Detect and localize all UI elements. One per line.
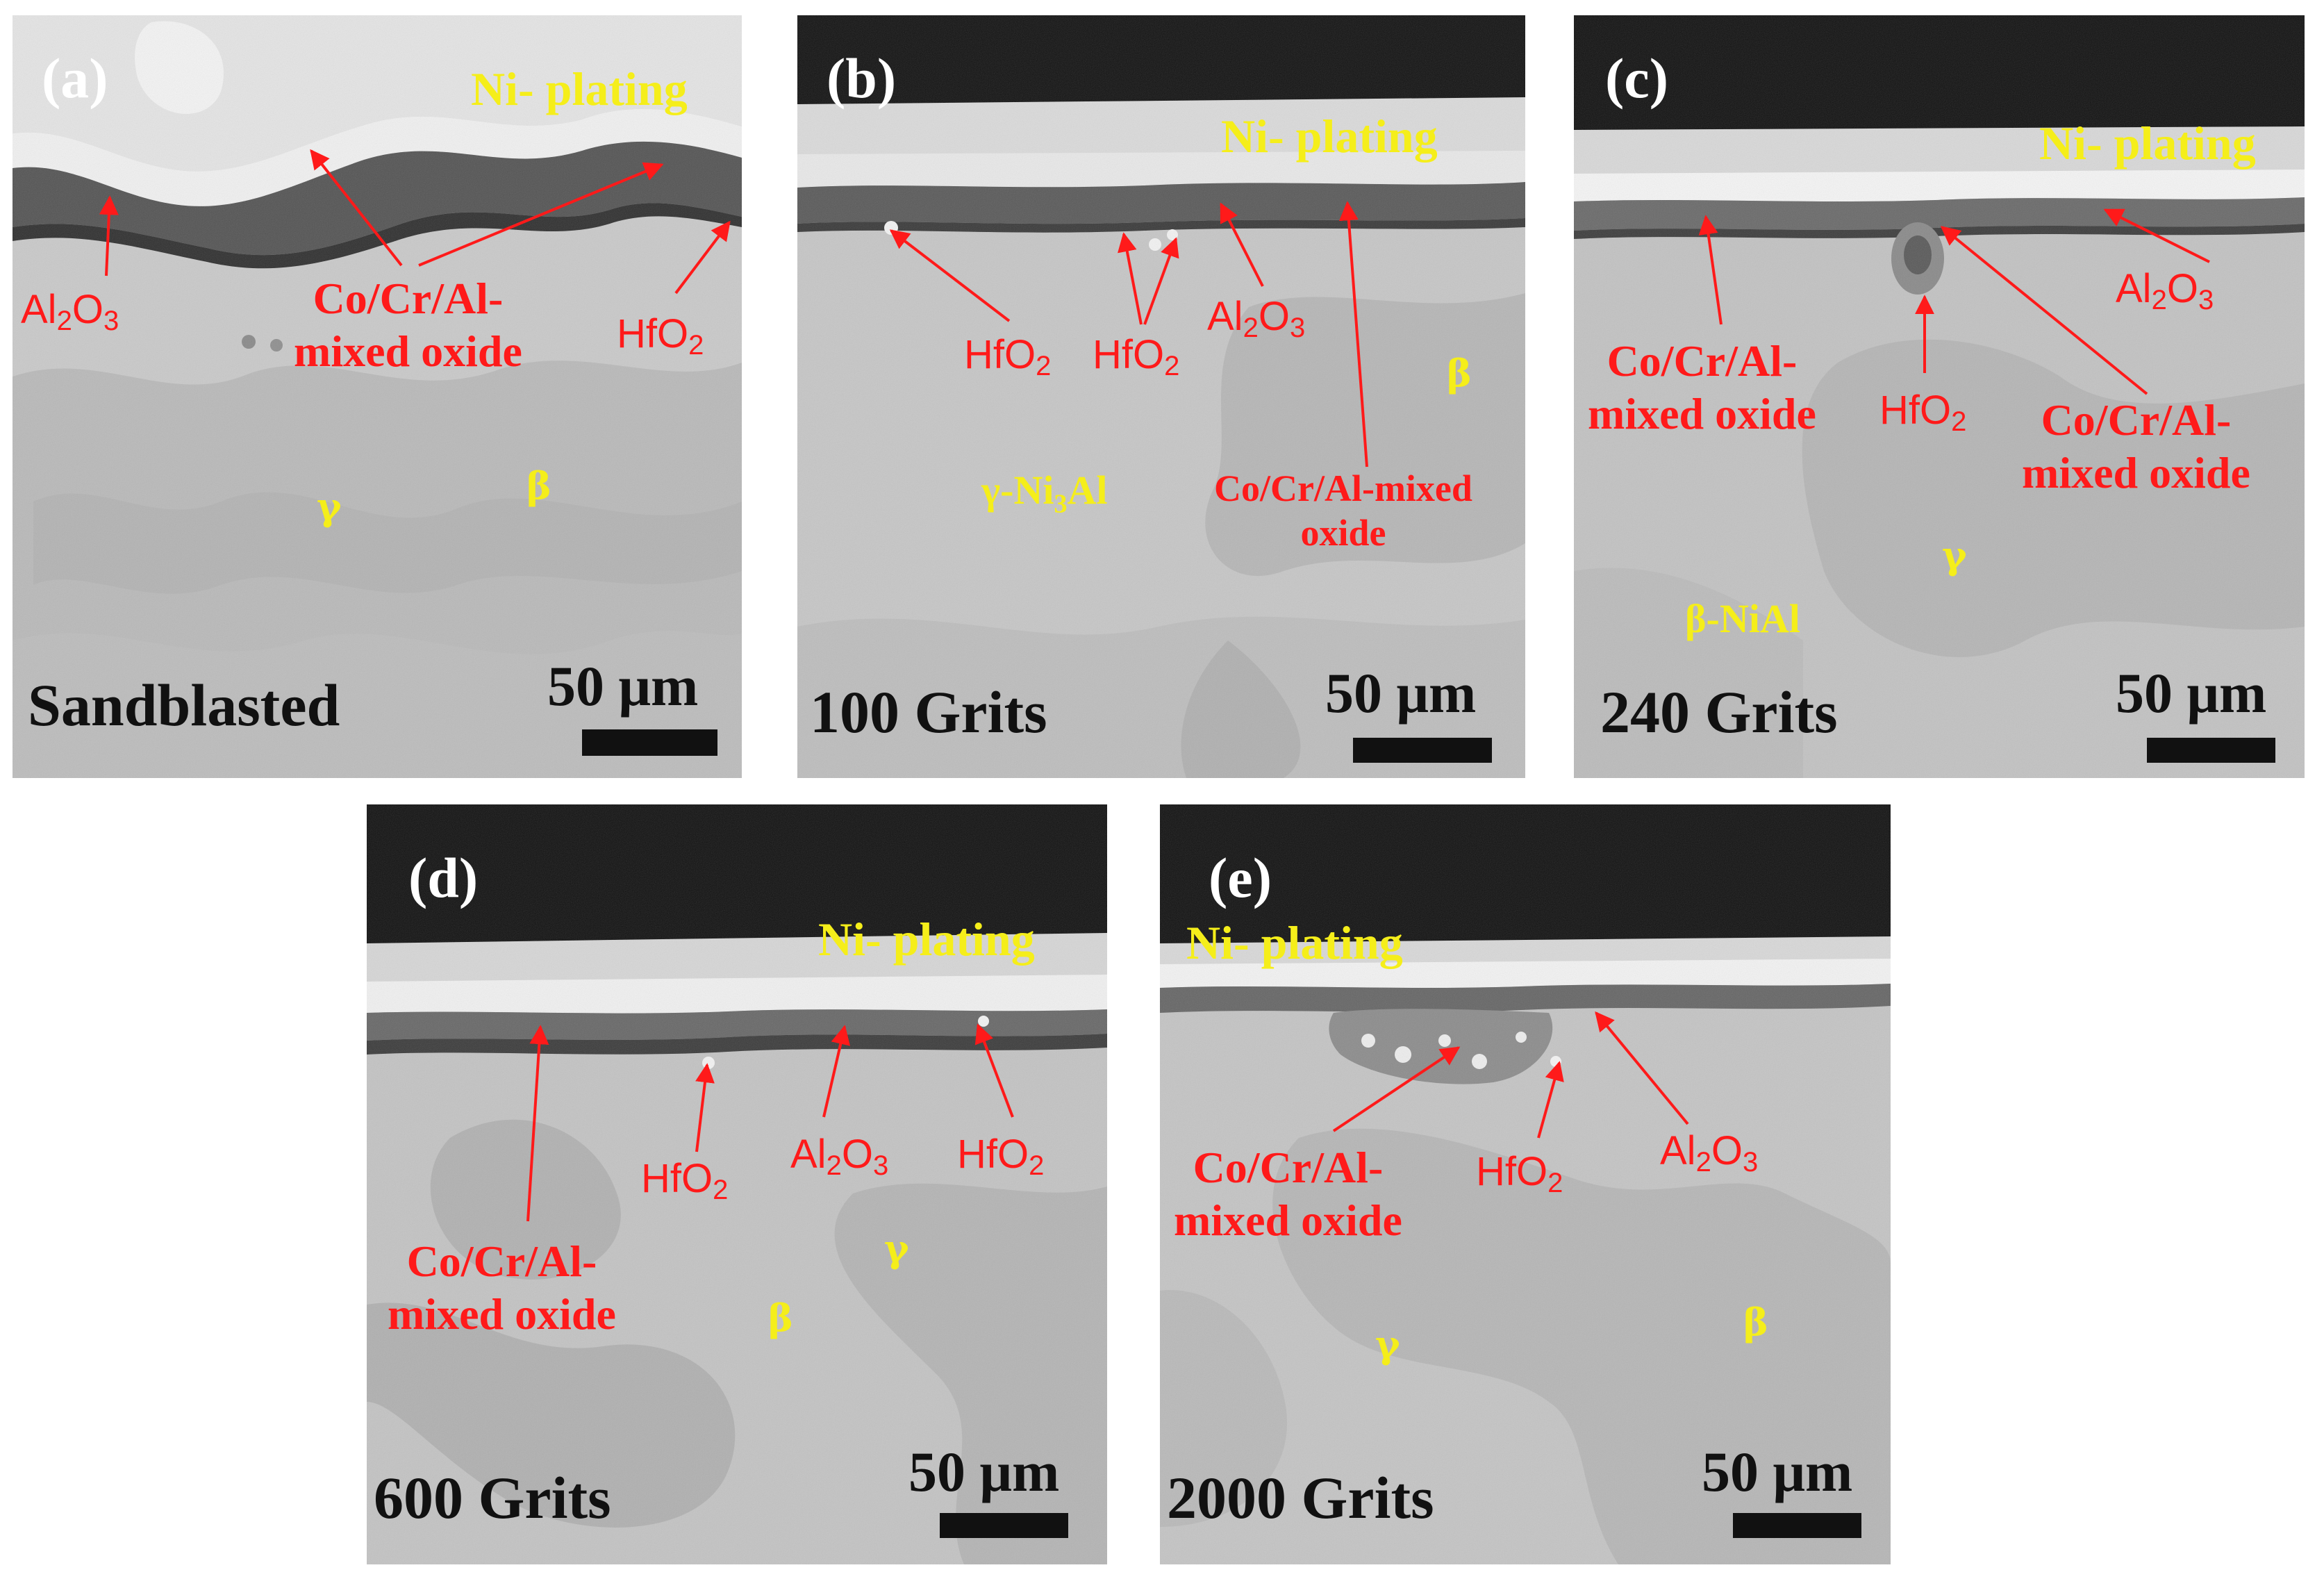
panel-letter: (b)	[827, 47, 897, 110]
panel-a: (a) Ni- plating Al2O3 Co/Cr/Al-mixed oxi…	[13, 15, 742, 778]
panel-letter: (a)	[42, 47, 108, 110]
panel-a-arrows	[99, 149, 731, 295]
panel-e-micrograph	[1160, 804, 1891, 1564]
scale-bar	[1733, 1513, 1861, 1538]
phase-beta-label: β	[768, 1296, 793, 1340]
phase-gamma-label: γ	[884, 1226, 909, 1271]
panel-d-arrows	[526, 1023, 1014, 1222]
phase-gamma-label: γ	[1942, 533, 1967, 577]
panel-e-arrows	[1332, 1011, 1689, 1139]
ni-plating-label: Ni- plating	[471, 63, 688, 115]
panel-b: (b) Ni- plating HfO2 HfO2 Al2O3 Co/Cr/Al…	[797, 15, 1525, 778]
panel-b-micrograph	[797, 15, 1525, 778]
condition-label: 100 Grits	[810, 679, 1047, 745]
scale-bar-label: 50 μm	[547, 654, 699, 718]
scale-bar	[940, 1513, 1068, 1538]
hfo2-label: HfO2	[964, 332, 1052, 381]
mixed-oxide-label: Co/Cr/Al-mixed oxide	[388, 1237, 616, 1339]
hfo2-label: HfO2	[1093, 332, 1180, 381]
phase-label: γ-Ni3Al	[981, 468, 1108, 519]
panel-b-arrows	[889, 201, 1368, 468]
scale-bar	[582, 729, 717, 756]
panel-letter: (c)	[1605, 47, 1669, 110]
scale-bar-label: 50 μm	[1702, 1440, 1853, 1503]
hfo2-label: HfO2	[957, 1132, 1045, 1181]
condition-label: 240 Grits	[1600, 679, 1838, 745]
phase-beta-label: β	[1447, 351, 1472, 395]
mixed-oxide-label: Co/Cr/Al-mixed oxide	[294, 274, 522, 376]
panel-d-micrograph	[367, 804, 1107, 1564]
al2o3-label: Al2O3	[2116, 266, 2214, 315]
panel-e: (e) Ni- plating Co/Cr/Al-mixed oxide HfO…	[1160, 804, 1891, 1564]
panel-c-micrograph	[1574, 15, 2305, 778]
al2o3-label: Al2O3	[1660, 1128, 1759, 1177]
ni-plating-label: Ni- plating	[818, 913, 1035, 966]
panel-c-arrows	[1698, 208, 2210, 395]
scale-bar-label: 50 μm	[908, 1440, 1060, 1503]
scale-bar	[1353, 738, 1492, 763]
mixed-oxide-label: Co/Cr/Al-mixed oxide	[1174, 1143, 1402, 1245]
phase-beta-label: β	[1743, 1300, 1768, 1344]
phase-gamma-label: γ	[1375, 1322, 1400, 1366]
mixed-oxide-label: Co/Cr/Al-mixed oxide	[1588, 336, 1816, 438]
al2o3-label: Al2O3	[790, 1132, 889, 1181]
ni-plating-label: Ni- plating	[1221, 110, 1438, 163]
hfo2-label: HfO2	[617, 311, 704, 361]
scale-bar	[2147, 738, 2275, 763]
mixed-oxide-label: Co/Cr/Al-mixed oxide	[1214, 468, 1472, 554]
panel-c: (c) Ni- plating Co/Cr/Al-mixed oxide HfO…	[1574, 15, 2305, 778]
ni-plating-label: Ni- plating	[2039, 117, 2256, 170]
hfo2-label: HfO2	[1476, 1149, 1563, 1198]
phase-beta-label: β	[526, 463, 551, 508]
ni-plating-label: Ni- plating	[1186, 916, 1403, 969]
panel-a-micrograph	[13, 15, 742, 778]
scale-bar-label: 50 μm	[1325, 661, 1477, 725]
panel-letter: (d)	[408, 846, 479, 909]
condition-label: 2000 Grits	[1167, 1464, 1434, 1531]
al2o3-label: Al2O3	[21, 287, 119, 336]
al2o3-label: Al2O3	[1207, 294, 1306, 343]
condition-label: 600 Grits	[374, 1464, 611, 1531]
panel-d: (d) Ni- plating Co/Cr/Al-mixed oxide HfO…	[367, 804, 1107, 1564]
panel-letter: (e)	[1209, 846, 1272, 909]
scale-bar-label: 50 μm	[2116, 661, 2267, 725]
hfo2-label: HfO2	[641, 1156, 729, 1205]
phase-gamma-label: γ	[317, 484, 342, 529]
mixed-oxide-label: Co/Cr/Al-mixed oxide	[2022, 395, 2250, 497]
condition-label: Sandblasted	[28, 672, 340, 738]
hfo2-label: HfO2	[1879, 388, 1967, 437]
phase-beta-nial-label: β-NiAl	[1685, 596, 1800, 641]
